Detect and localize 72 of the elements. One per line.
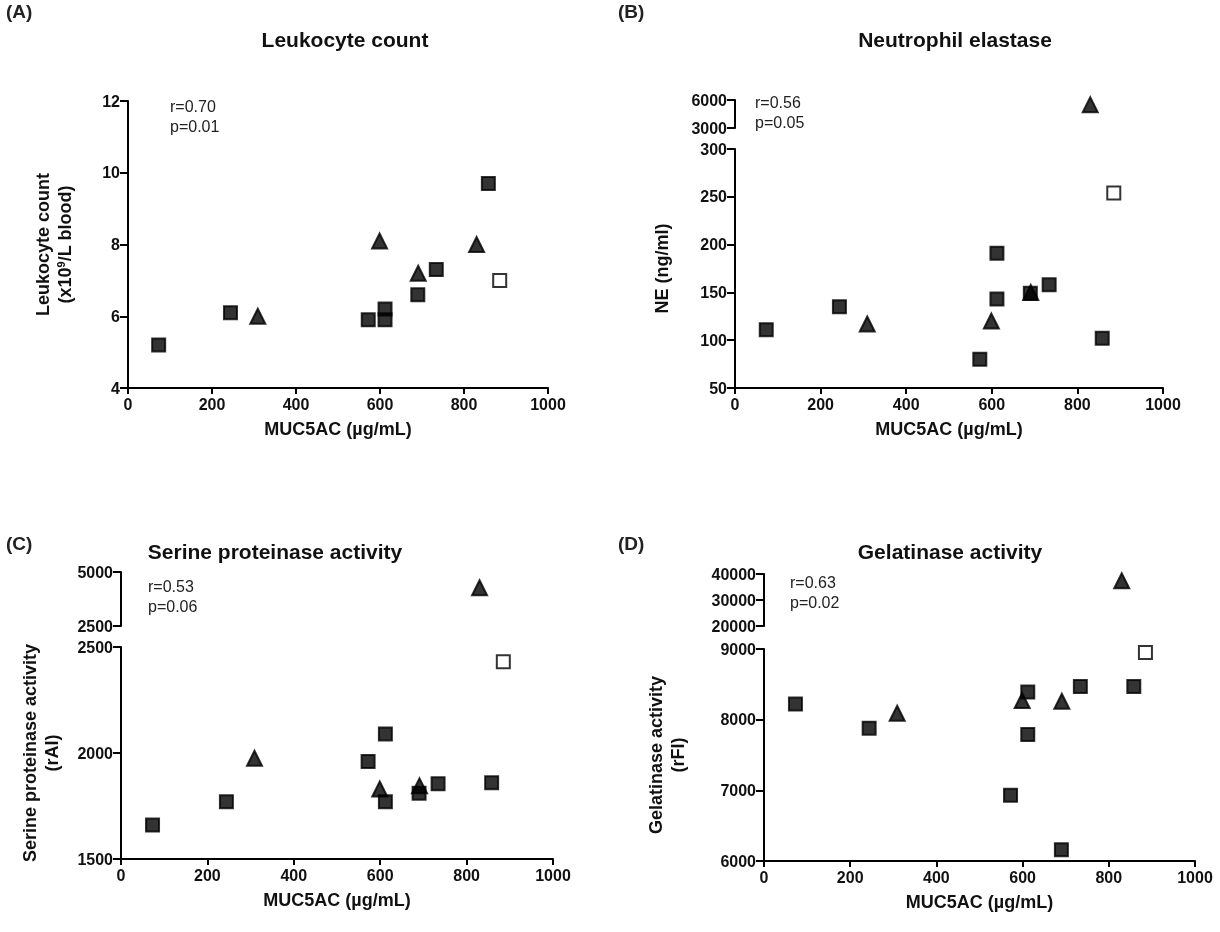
y-tick-label: 2500 <box>77 638 114 656</box>
annotation: r=0.53 <box>148 577 194 595</box>
text: (B) <box>618 1 645 22</box>
x-tick-label: 400 <box>892 395 920 413</box>
y-tick-label: 12 <box>102 92 121 110</box>
x-axis-title: MUC5AC (µg/mL) <box>264 419 412 439</box>
y-tick-label: 2500 <box>77 617 114 635</box>
x-tick-label: 800 <box>1095 868 1123 886</box>
x-tick-label: 200 <box>194 866 221 884</box>
y-tick-label: 20000 <box>711 617 757 635</box>
x-tick-label: 1000 <box>535 866 571 884</box>
y-tick-label: 6000 <box>691 91 728 109</box>
annotation: r=0.70 <box>170 97 216 115</box>
x-tick-label: 0 <box>123 395 133 413</box>
y-tick-label: 5000 <box>77 563 114 581</box>
y-tick-label: 7000 <box>720 781 757 799</box>
chart-title: Gelatinase activity <box>857 540 1043 563</box>
y-tick-label: 4 <box>111 379 121 397</box>
y-tick-label: 50 <box>709 379 728 397</box>
x-axis-title: MUC5AC (µg/mL) <box>905 892 1054 912</box>
y-tick-label: 9000 <box>720 640 757 658</box>
y-tick-label: 40000 <box>711 565 757 583</box>
y-tick-label: 300 <box>700 140 728 158</box>
x-tick-label: 200 <box>836 868 864 886</box>
x-axis-title: MUC5AC (µg/mL) <box>263 890 411 910</box>
x-tick-label: 1000 <box>530 395 566 413</box>
y-axis-title: Serine proteinase activity (rAI) <box>20 643 62 863</box>
annotation: p=0.06 <box>148 597 198 615</box>
y-tick-label: 3000 <box>691 119 728 137</box>
y-tick-label: 10 <box>102 164 121 182</box>
x-tick-label: 400 <box>282 395 310 413</box>
x-tick-label: 600 <box>366 395 394 413</box>
y-axis-title: NE (ng/ml) <box>652 223 672 314</box>
annotation: r=0.56 <box>755 93 801 111</box>
x-tick-label: 600 <box>1009 868 1037 886</box>
y-tick-label: 8 <box>111 236 121 253</box>
y-tick-label: 100 <box>700 331 728 349</box>
x-tick-label: 0 <box>759 868 769 886</box>
y-tick-label: 150 <box>700 283 728 301</box>
x-tick-label: 800 <box>450 395 478 413</box>
x-axis-title: MUC5AC (µg/mL) <box>875 419 1023 439</box>
text: (C) <box>6 533 33 554</box>
chart-title: Serine proteinase activity <box>147 540 403 563</box>
y-tick-label: 2000 <box>77 744 114 762</box>
y-tick-label: 1500 <box>77 850 114 868</box>
x-tick-label: 800 <box>1064 395 1091 413</box>
chart-title: Leukocyte count <box>261 28 429 51</box>
y-tick-label: 6 <box>111 307 121 325</box>
annotation: p=0.02 <box>790 593 840 611</box>
y-tick-label: 6000 <box>720 852 757 870</box>
x-tick-label: 0 <box>730 395 740 413</box>
text: (D) <box>618 533 645 554</box>
annotation: p=0.01 <box>170 117 220 135</box>
y-tick-label: 8000 <box>720 711 757 729</box>
y-tick-label: 30000 <box>711 591 757 609</box>
chart-title: Neutrophil elastase <box>858 28 1052 51</box>
x-tick-label: 0 <box>116 866 126 884</box>
y-tick-label: 200 <box>700 236 728 254</box>
y-tick-label: 250 <box>700 188 728 206</box>
text: (A) <box>6 1 33 22</box>
x-tick-label: 400 <box>923 868 950 886</box>
annotation: p=0.05 <box>755 113 805 131</box>
y-axis-title: Gelatinase activity (rFI) <box>646 675 688 835</box>
x-tick-label: 600 <box>978 395 1006 413</box>
x-tick-label: 200 <box>198 395 226 413</box>
x-tick-label: 400 <box>280 866 308 884</box>
annotation: r=0.63 <box>790 573 836 591</box>
x-tick-label: 800 <box>453 866 481 884</box>
x-tick-label: 1000 <box>1177 868 1213 886</box>
x-tick-label: 200 <box>807 395 835 413</box>
x-tick-label: 1000 <box>1145 395 1181 413</box>
x-tick-label: 600 <box>366 866 394 884</box>
